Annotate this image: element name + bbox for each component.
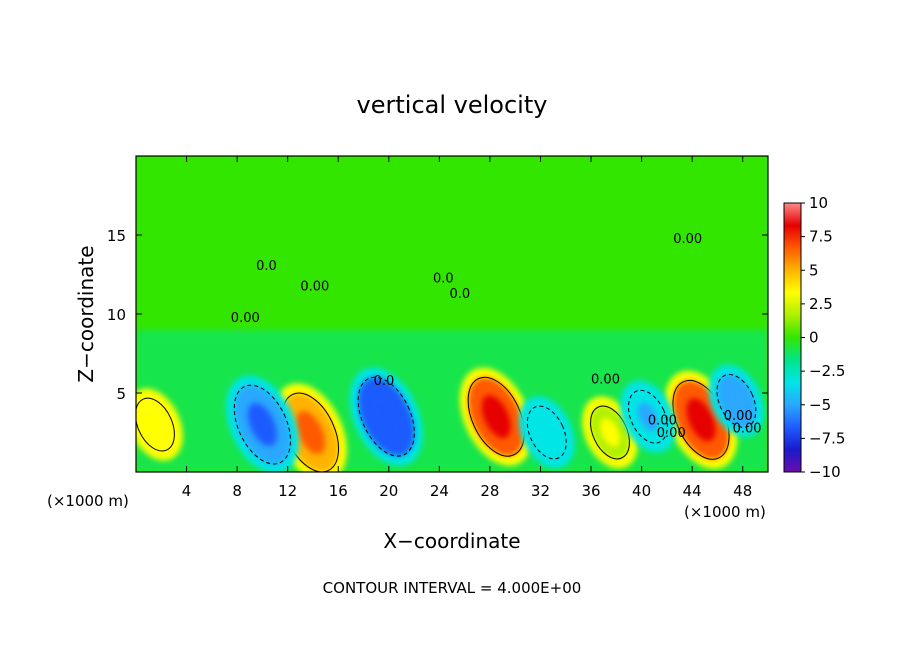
colorbar-tick-label: −5 [809,396,831,414]
x-tick-label: 40 [632,482,651,500]
contour-line [233,384,291,465]
core-center [686,398,716,442]
contour-label: 0.0 [374,374,395,389]
contour-label: 0.0 [256,259,277,274]
x-unit-left: (×1000 m) [47,492,129,510]
contour-label: 0.0 [449,287,470,302]
y-axis-label: Z−coordinate [74,245,98,382]
x-unit-right: (×1000 m) [684,503,766,521]
colorbar: 10 7.5 5 2.5 0 −2.5 −5 −7.5 −10 [783,194,845,481]
contour-line [357,376,415,457]
core-center [536,418,557,447]
y-tick-label: 5 [116,385,126,403]
colorbar-ticks: 10 7.5 5 2.5 0 −2.5 −5 −7.5 −10 [801,194,845,481]
x-tick-label: 28 [480,482,499,500]
chart-title: vertical velocity [357,91,548,119]
contour-label: 0.00 [231,311,260,326]
colorbar-tick-label: −7.5 [809,429,845,447]
core-center [481,395,511,439]
x-tick-label: 4 [182,482,192,500]
contour-label: 0.00 [657,426,686,441]
colorbar-tick-label: 5 [809,261,819,279]
contour-label: 0.00 [648,414,677,429]
core-center [295,410,326,455]
x-tick-label: 24 [430,482,449,500]
x-tick-label: 20 [379,482,398,500]
contour-line [136,397,175,452]
x-tick-label: 32 [531,482,550,500]
contour-line [526,405,567,460]
colorbar-tick-label: 0 [809,329,819,347]
x-axis-ticks: 4 8 12 16 20 24 28 32 36 40 44 48 [182,156,752,500]
core-center [371,395,401,439]
contour-label: 0.00 [300,279,329,294]
contour-interval-note: CONTOUR INTERVAL = 4.000E+00 [323,579,582,597]
colorbar-tick-label: 7.5 [809,228,833,246]
contour-line [467,376,525,457]
colorbar-tick-label: 2.5 [809,295,833,313]
contour-label: 0.00 [724,409,753,424]
updraft-core [136,388,183,461]
colorbar-tick-label: −10 [809,463,841,481]
x-axis-label: X−coordinate [383,529,520,553]
contour-label: 0.0 [433,271,454,286]
plot-area: 0.00.000.000.00.00.00.000.000.000.000.00… [135,155,769,473]
colorbar-gradient [784,203,801,472]
core-center [599,418,621,447]
x-tick-label: 8 [232,482,242,500]
contour-label: 0.00 [673,232,702,247]
downdraft-core [226,375,299,472]
contour-label: 0.00 [591,373,620,388]
core-center [637,402,659,432]
x-tick-label: 12 [278,482,297,500]
colorbar-tick-label: −2.5 [809,362,845,380]
core-center [247,403,278,447]
downdraft-core [708,364,765,437]
contour-label: 0.00 [733,422,762,437]
x-tick-label: 48 [733,482,752,500]
core-center [144,410,166,440]
x-tick-label: 36 [581,482,600,500]
colorbar-tick-label: 10 [809,194,828,212]
core-center [726,386,747,416]
x-tick-label: 16 [329,482,348,500]
x-tick-label: 44 [683,482,702,500]
updraft-core [459,367,533,466]
downdraft-core [349,367,423,466]
y-tick-label: 15 [107,227,126,245]
y-axis-ticks: 5 10 15 [107,227,768,403]
velocity-field: 0.00.000.000.00.00.00.000.000.000.000.00… [136,232,768,472]
contour-line [716,374,757,428]
y-tick-label: 10 [107,306,126,324]
downdraft-core [519,396,575,469]
downdraft-core [620,380,676,453]
contour-line [627,389,668,444]
